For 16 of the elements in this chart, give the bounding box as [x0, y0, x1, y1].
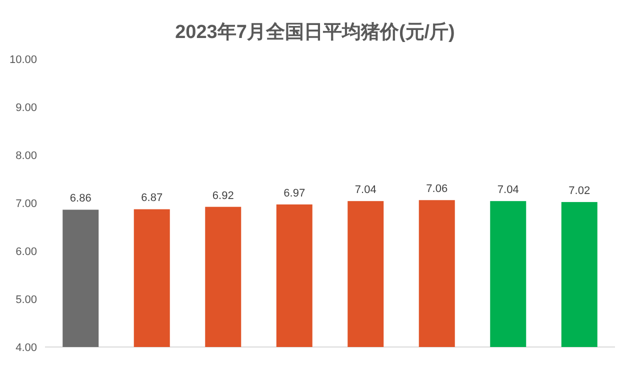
data-label: 6.97	[284, 187, 306, 200]
data-label: 6.86	[70, 192, 92, 205]
y-tick-label: 8.00	[16, 150, 37, 162]
y-tick-label: 4.00	[16, 342, 37, 354]
chart-title: 2023年7月全国日平均猪价(元/斤)	[175, 21, 455, 43]
y-tick-label: 10.00	[9, 54, 37, 66]
data-label: 7.06	[426, 183, 448, 196]
y-tick-label: 6.00	[16, 246, 37, 258]
data-label: 7.04	[497, 184, 519, 196]
y-tick-label: 9.00	[16, 102, 37, 114]
data-label: 6.87	[141, 192, 163, 204]
y-tick-label: 5.00	[16, 294, 37, 306]
data-label: 7.02	[568, 185, 590, 198]
data-label: 6.92	[212, 190, 234, 202]
data-label: 7.04	[354, 184, 376, 196]
y-tick-label: 7.00	[16, 198, 37, 210]
